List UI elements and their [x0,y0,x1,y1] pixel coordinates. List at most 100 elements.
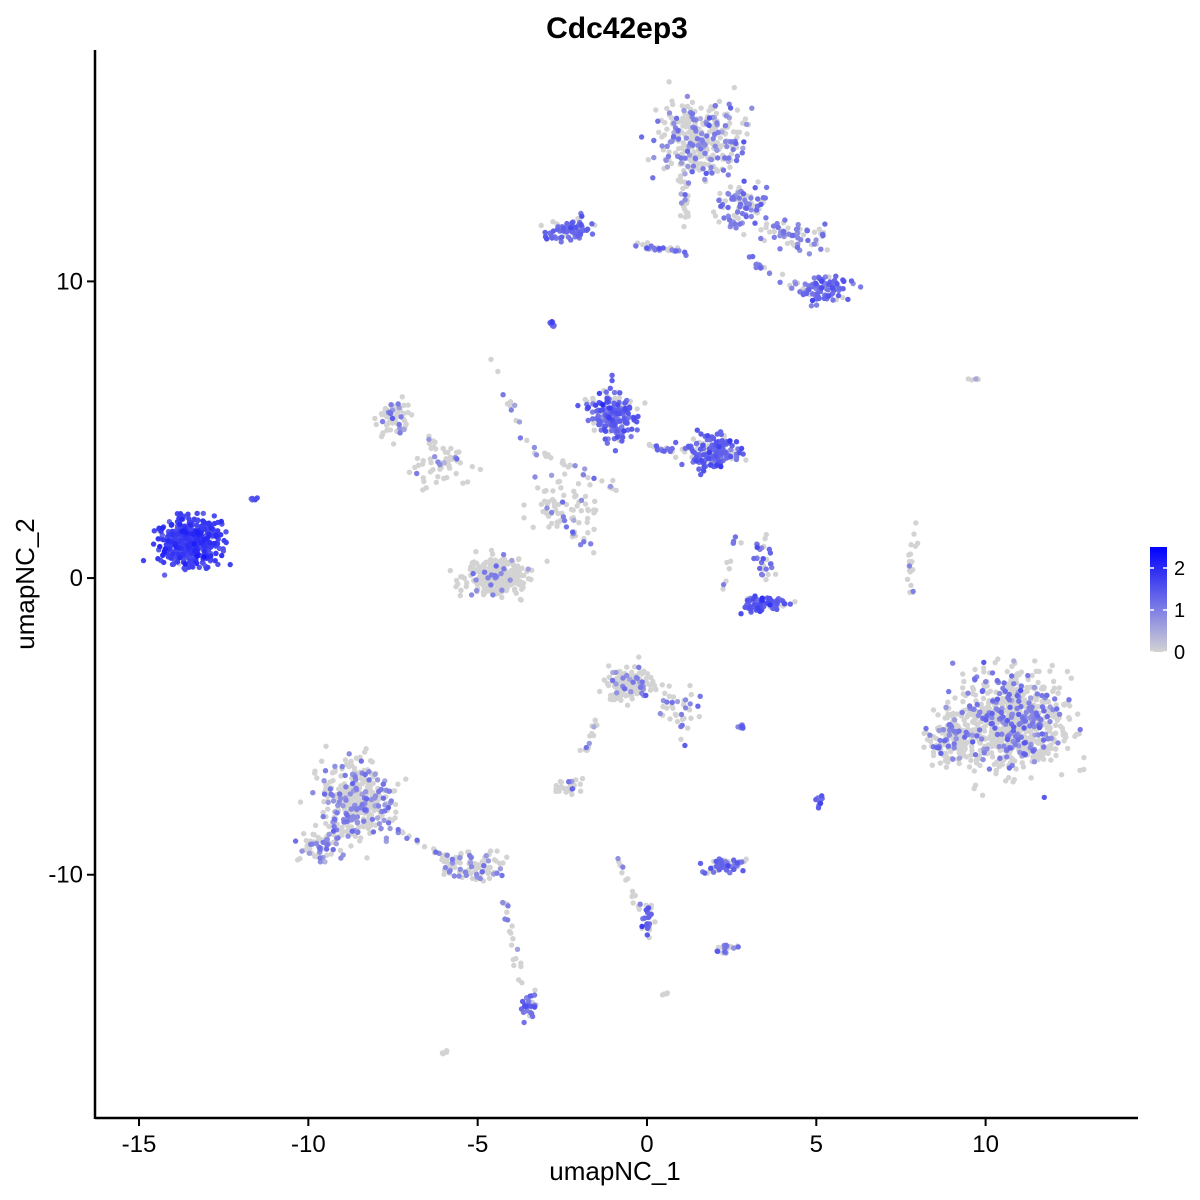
data-point [337,791,343,797]
data-point [790,232,796,239]
data-point [940,727,946,733]
data-point [169,521,175,528]
data-point [679,103,685,109]
data-point [609,372,615,378]
data-point [609,377,615,384]
data-point [686,129,692,135]
data-point [660,245,666,251]
data-point [397,430,403,436]
data-point [751,555,757,562]
data-point [327,779,333,785]
data-point [343,784,349,790]
data-point [977,709,983,715]
data-point [325,806,331,812]
data-point [782,217,788,223]
data-point [989,754,996,760]
data-point [684,103,691,110]
data-point [177,511,184,517]
data-point [724,143,730,150]
data-point [659,143,665,149]
data-point [667,716,673,722]
data-point [486,864,493,871]
data-point [551,501,558,507]
data-point [437,466,443,472]
data-point [169,561,176,568]
data-point [994,759,1000,765]
data-point [514,946,521,952]
data-point [369,759,375,765]
data-point [404,835,410,841]
data-point [731,866,737,872]
data-point [758,265,764,271]
data-point [980,756,986,763]
data-point [906,558,913,565]
data-point [1041,744,1047,750]
data-point [730,194,736,201]
data-point [633,675,640,681]
data-point [913,520,919,526]
data-point [834,281,840,287]
data-point [577,231,584,237]
data-point [213,532,219,538]
data-point [833,273,839,279]
data-point [485,858,492,864]
data-point [435,459,441,465]
data-point [702,176,708,183]
data-point [499,594,505,600]
data-point [640,242,646,248]
data-point [504,909,510,915]
data-point [956,750,962,756]
data-point [588,541,594,547]
data-point [180,528,186,534]
data-point [554,523,560,529]
data-point [688,691,694,698]
data-point [500,551,507,558]
data-point [622,692,628,698]
data-point [1033,668,1039,674]
data-point [414,470,420,477]
data-point [820,232,826,239]
data-point [312,770,318,776]
data-point [659,682,665,688]
data-point [1010,779,1016,785]
data-point [441,475,447,482]
data-point [576,520,582,526]
data-point [227,561,233,568]
data-point [208,525,214,531]
data-point [427,469,434,475]
data-point [636,654,642,660]
data-point [454,456,460,462]
data-point [924,736,931,743]
data-point [464,479,471,485]
data-point [479,869,485,875]
data-point [507,403,513,409]
data-point [205,520,212,526]
data-point [385,804,392,811]
data-point [177,521,183,528]
data-point [317,845,323,851]
data-point [726,566,732,572]
data-point [642,400,648,406]
data-point [348,843,354,849]
data-point [513,955,519,962]
data-point [405,409,411,416]
data-point [744,597,751,604]
data-point [1066,715,1072,721]
data-point [207,540,213,546]
data-point [470,565,476,572]
data-point [443,1049,450,1055]
data-point [395,781,401,787]
data-point [365,821,371,827]
data-point [331,816,338,822]
data-point [564,220,570,227]
data-point [614,690,620,696]
data-point [763,566,769,572]
data-point [779,271,786,277]
data-point [1032,738,1039,744]
data-point [585,474,591,481]
data-point [499,576,506,582]
data-point [974,733,980,739]
data-point [508,407,514,413]
data-point [343,762,350,768]
data-point [473,549,479,555]
